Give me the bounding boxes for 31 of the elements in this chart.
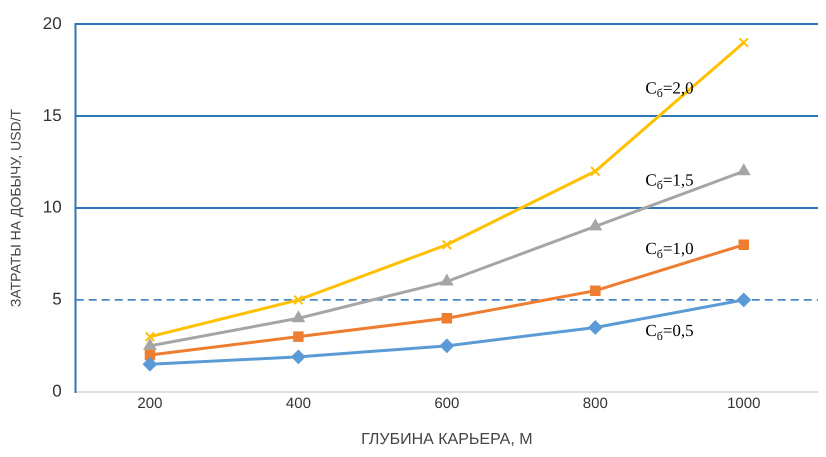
point (144, 338, 156, 350)
point (738, 37, 750, 48)
point (292, 311, 305, 322)
point (590, 166, 601, 176)
x-tick-label: 1000 (727, 394, 760, 412)
point (291, 350, 306, 364)
point (738, 240, 750, 250)
y-tick-label: 15 (42, 106, 62, 125)
x-axis-title: ГЛУБИНА КАРЬЕРА, М (361, 430, 533, 448)
point (588, 320, 602, 334)
x-tick-label: 800 (582, 394, 608, 412)
y-tick-label: 10 (42, 198, 62, 217)
point (442, 313, 452, 324)
point (293, 331, 304, 342)
y-tick-label: 0 (52, 381, 62, 400)
point (293, 294, 304, 306)
point (440, 274, 454, 286)
point (442, 240, 452, 250)
y-axis-title: ЗАТРАТЫ НА ДОБЫЧУ, USD/T (7, 108, 24, 308)
y-tick-label: 5 (52, 290, 62, 309)
point (144, 331, 156, 342)
point (142, 357, 157, 372)
point (738, 164, 750, 176)
point (736, 292, 751, 307)
point (589, 219, 602, 230)
x-tick-label: 200 (137, 394, 162, 412)
point (590, 285, 601, 296)
y-tick-label: 20 (42, 14, 62, 33)
x-tick-label: 600 (434, 394, 460, 412)
x-tick-label: 400 (286, 394, 311, 412)
point (440, 338, 454, 353)
